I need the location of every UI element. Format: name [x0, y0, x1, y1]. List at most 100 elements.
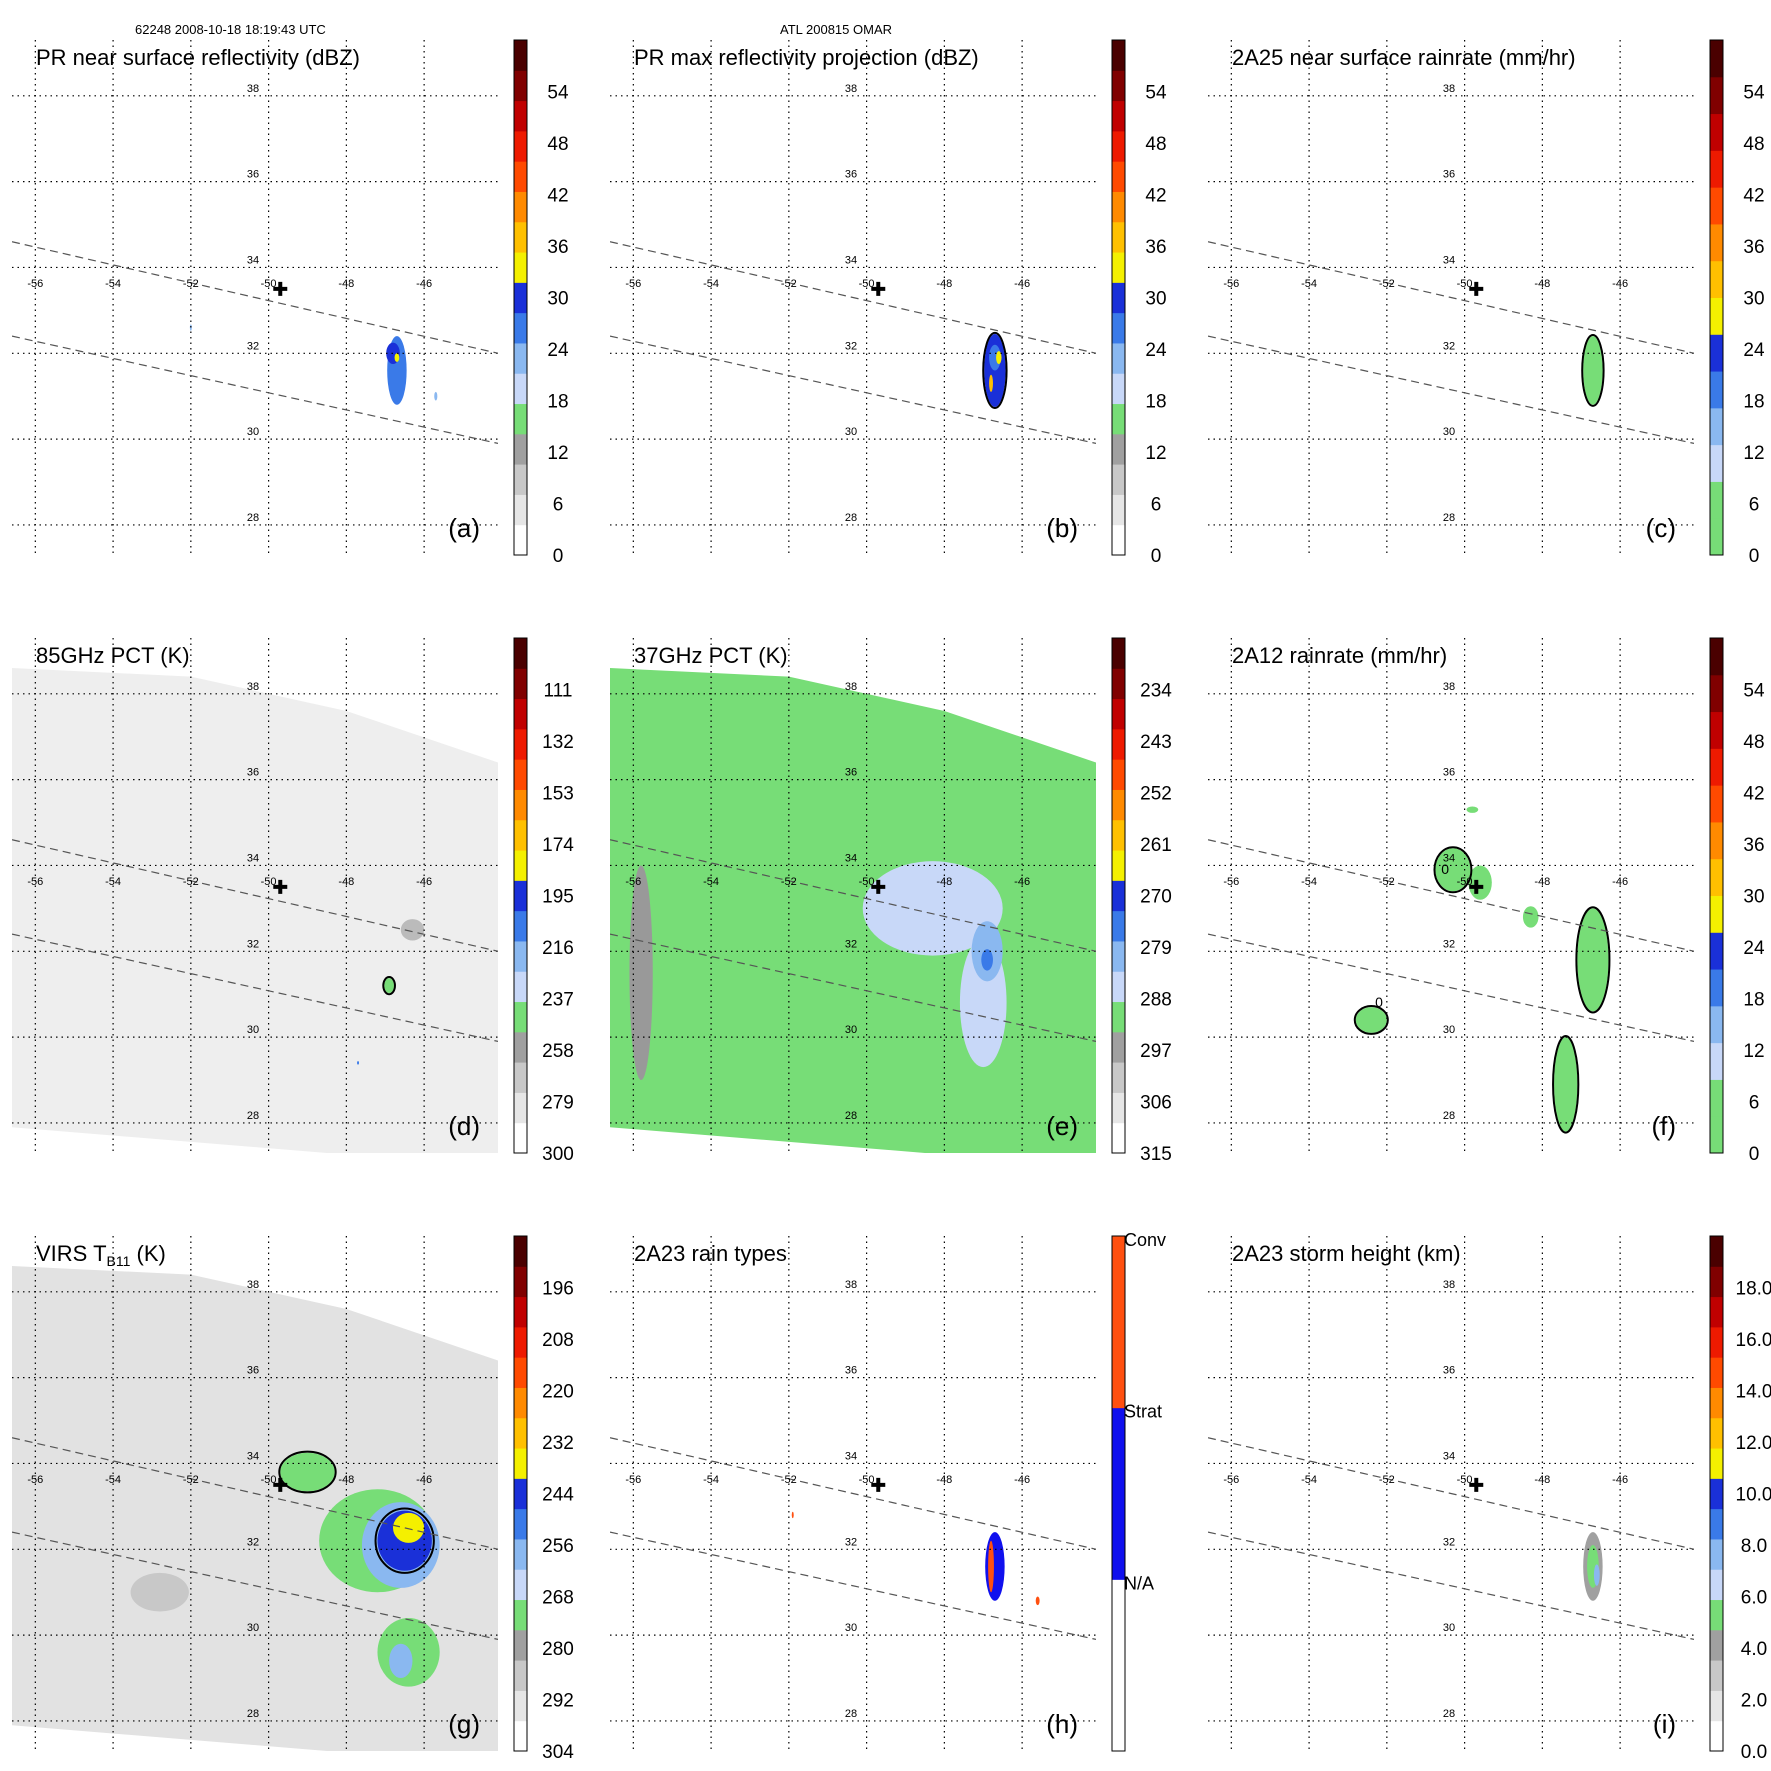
lat-tick-label: 28 — [1443, 1708, 1455, 1720]
colorbar-segment — [1710, 187, 1723, 225]
contour-label: 0 — [1441, 861, 1449, 877]
panel-title: 2A23 storm height (km) — [1232, 1241, 1461, 1266]
lon-tick-label: -50 — [859, 876, 875, 888]
colorbar-tick-label: 0 — [553, 546, 564, 567]
panel-e: -56 -54 -52 -50 -48 -46 28 30 32 34 36 38 37GHz PCT … — [610, 637, 1172, 1165]
echo-contour — [382, 976, 396, 996]
colorbar-segment — [514, 728, 527, 760]
colorbar-segment — [514, 1629, 527, 1661]
lat-tick-label: 38 — [247, 1279, 259, 1291]
storm-center-marker — [273, 1477, 288, 1492]
colorbar-tick-label: 300 — [542, 1144, 574, 1165]
colorbar-segment — [514, 971, 527, 1003]
colorbar-tick-label: 18.0 — [1736, 1279, 1771, 1300]
lat-tick-label: 30 — [247, 1024, 259, 1036]
colorbar-segment — [514, 940, 527, 972]
pr-swath-edge — [1208, 839, 1694, 952]
colorbar-segment — [1710, 1079, 1723, 1117]
colorbar-segment — [1112, 252, 1125, 283]
precip-echo — [1435, 848, 1471, 892]
lat-tick-label: 38 — [1443, 1279, 1455, 1291]
colorbar-segment — [514, 191, 527, 223]
colorbar-tick-label: 261 — [1140, 835, 1172, 856]
precip-echo — [389, 1643, 413, 1679]
colorbar-tick-label: 237 — [542, 990, 574, 1011]
pr-swath-edge — [12, 933, 498, 1043]
colorbar-segment — [514, 1296, 527, 1328]
lon-tick-label: -46 — [1014, 278, 1030, 290]
storm-center-marker — [273, 281, 288, 296]
lon-tick-label: -52 — [781, 876, 797, 888]
colorbar-tick-label: 174 — [542, 835, 574, 856]
colorbar-category-label: Strat — [1124, 1402, 1162, 1422]
storm-center-marker — [871, 281, 886, 296]
colorbar-segment — [1710, 223, 1723, 262]
lon-tick-label: -50 — [859, 1474, 875, 1486]
precip-echo — [981, 949, 993, 971]
colorbar-tick-label: 12 — [1145, 443, 1166, 464]
panel-label: (d) — [448, 1111, 480, 1141]
storm-center-marker — [1469, 1477, 1484, 1492]
panel-title: 2A12 rainrate (mm/hr) — [1232, 643, 1447, 668]
colorbar-tick-label: 24 — [1743, 938, 1765, 959]
lat-tick-label: 28 — [247, 512, 259, 524]
colorbar-segment — [1710, 481, 1723, 519]
precip-echo — [862, 861, 1003, 956]
precip-echo — [996, 351, 1002, 365]
precip-echo — [1554, 1037, 1578, 1132]
colorbar-segment — [1112, 819, 1125, 851]
colorbar-segment — [1710, 1236, 1723, 1267]
colorbar-segment — [514, 668, 527, 700]
colorbar-segment — [1710, 638, 1723, 676]
colorbar-tick-label: 16.0 — [1736, 1330, 1771, 1351]
lon-tick-label: -48 — [1534, 278, 1550, 290]
colorbar-segment — [1112, 403, 1125, 435]
colorbar-segment — [1112, 342, 1125, 374]
colorbar-segment — [1112, 971, 1125, 1003]
colorbar-segment — [1112, 1122, 1125, 1154]
lon-tick-label: -46 — [1612, 876, 1628, 888]
lon-tick-label: -46 — [416, 876, 432, 888]
lon-tick-label: -54 — [1301, 278, 1317, 290]
lat-tick-label: 28 — [845, 512, 857, 524]
colorbar-tick-label: 0 — [1749, 546, 1760, 567]
colorbar-segment — [1112, 130, 1125, 162]
colorbar-segment — [1112, 494, 1125, 526]
colorbar-segment — [514, 819, 527, 851]
panel-label: (g) — [448, 1709, 480, 1739]
panel-title-subscript: B11 — [107, 1253, 131, 1269]
colorbar-segment — [1710, 371, 1723, 409]
colorbar-tick-label: 30 — [1145, 289, 1166, 310]
colorbar-segment — [1710, 297, 1723, 335]
colorbar-segment — [1112, 638, 1125, 669]
colorbar-tick-label: 24 — [1145, 340, 1167, 361]
colorbar-tick-label: 30 — [1743, 289, 1764, 310]
panel-f: 0 0 -56 -54 -52 -50 -48 -46 28 30 32 34 36 38 2A12 rai… — [1208, 637, 1765, 1165]
colorbar-segment — [1710, 76, 1723, 115]
colorbar-segment — [514, 698, 527, 730]
colorbar-frame — [513, 1235, 528, 1752]
lon-tick-label: -48 — [936, 1474, 952, 1486]
lon-tick-label: -52 — [183, 876, 199, 888]
colorbar-frame — [513, 637, 528, 1154]
panel-plot-area: -56 -54 -52 -50 -48 -46 28 30 32 34 36 38 — [12, 1236, 498, 1751]
colorbar-segment — [1112, 789, 1125, 821]
colorbar-tick-label: 195 — [542, 887, 574, 908]
lat-tick-label: 30 — [247, 426, 259, 438]
colorbar-segment — [1710, 1538, 1723, 1570]
lat-tick-label: 36 — [247, 1365, 259, 1377]
precip-echo — [384, 978, 394, 994]
colorbar-segment — [514, 1357, 527, 1388]
panel-plot-area: -56 -54 -52 -50 -48 -46 28 30 32 34 36 38 — [610, 638, 1096, 1153]
colorbar-segment — [1710, 1478, 1723, 1510]
precip-echo — [1583, 336, 1603, 405]
lon-tick-label: -48 — [338, 876, 354, 888]
colorbar-segment — [514, 1720, 527, 1752]
colorbar-tick-label: 42 — [1743, 784, 1764, 805]
colorbar-segment — [514, 40, 527, 71]
echo-contour — [1353, 1005, 1389, 1035]
colorbar-frame — [1111, 39, 1126, 556]
lat-tick-label: 30 — [845, 1024, 857, 1036]
lat-tick-label: 36 — [247, 169, 259, 181]
